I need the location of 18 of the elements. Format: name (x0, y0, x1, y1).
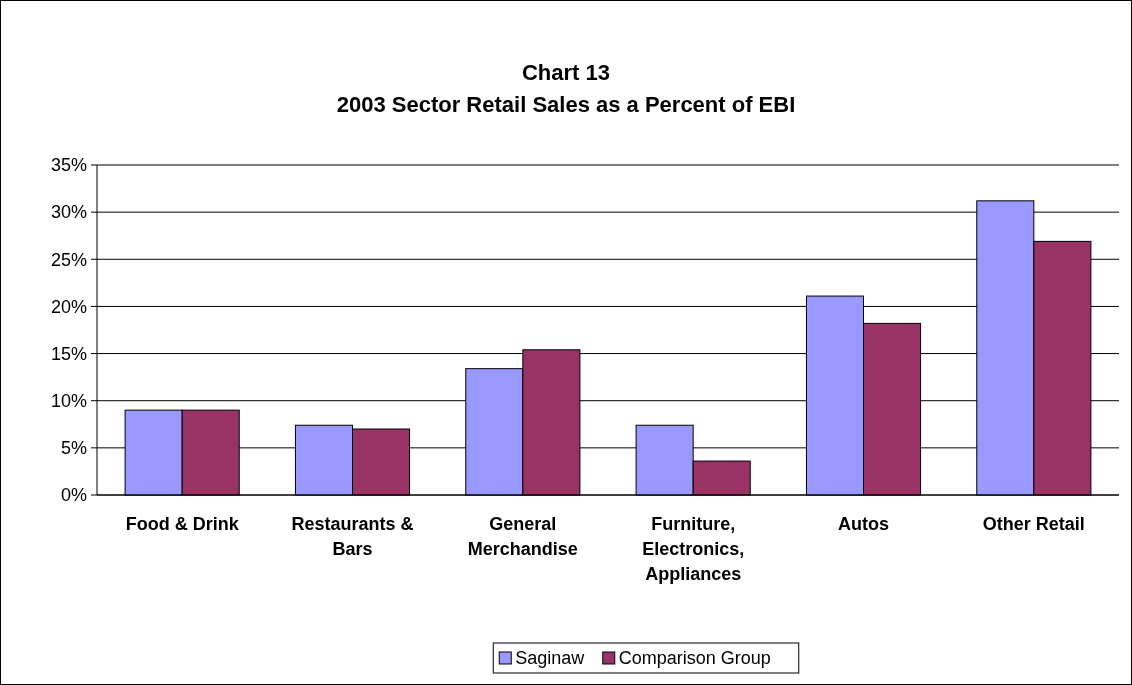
y-tick-label: 0% (60, 485, 87, 506)
y-tick-label: 30% (50, 202, 87, 223)
y-tick-label: 25% (50, 249, 87, 270)
legend-label: Saginaw (515, 648, 586, 669)
legend-label: Comparison Group (618, 648, 771, 669)
x-tick-label: General Merchandise (467, 514, 578, 559)
y-tick-label: 15% (50, 343, 87, 364)
y-tick-label: 35% (50, 155, 87, 176)
x-tick-label: Furniture, Electronics, Appliances (642, 514, 745, 584)
x-tick-label: Autos (838, 514, 889, 534)
x-tick-label: Restaurants & Bars (291, 514, 414, 559)
y-tick-label: 20% (50, 296, 87, 317)
chart-title: Chart 13 (521, 60, 611, 85)
x-tick-label: Other Retail (982, 514, 1085, 534)
chart-subtitle: 2003 Sector Retail Sales as a Percent of EBI (336, 92, 796, 117)
y-tick-label: 5% (60, 438, 87, 459)
x-tick-label: Food & Drink (125, 514, 240, 534)
y-tick-label: 10% (50, 391, 87, 412)
